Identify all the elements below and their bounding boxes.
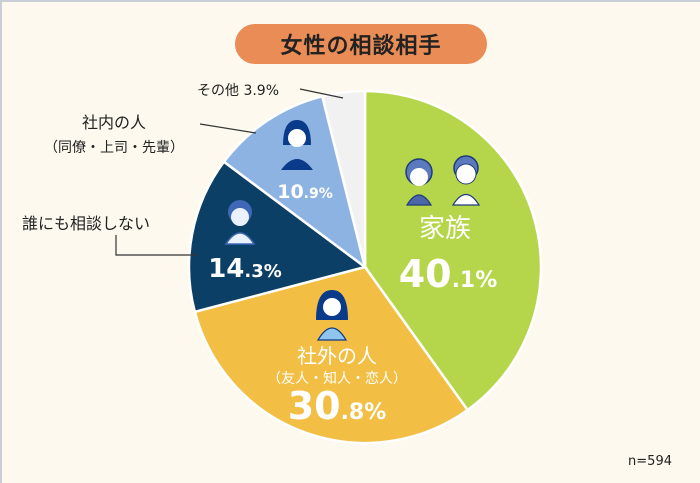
- leader-none: [115, 235, 198, 256]
- leader-other: [299, 88, 344, 99]
- inside-sub: （同僚・上司・先輩）: [44, 140, 184, 156]
- inside-value-int: 10: [277, 181, 304, 203]
- label-none: 誰にも相談しない: [22, 214, 151, 233]
- outside-name: 社外の人: [297, 344, 377, 368]
- none-value-dec: .3%: [244, 261, 282, 282]
- leader-inside: [199, 123, 257, 134]
- inside-person-icon: [281, 120, 313, 170]
- label-outside: 社外の人 （友人・知人・恋人） 30.8%: [262, 340, 412, 428]
- value-family: 40.1%: [388, 252, 508, 296]
- family-name: 家族: [418, 214, 471, 244]
- sample-size: n=594: [628, 454, 672, 469]
- outside-person-icon: [316, 290, 348, 341]
- none-person-icon: [224, 200, 256, 245]
- label-family: 家族: [405, 208, 485, 245]
- outside-sub: （友人・知人・恋人）: [267, 371, 407, 387]
- value-none: 14.3%: [200, 254, 290, 284]
- label-other: その他 3.9%: [197, 83, 280, 99]
- pie-slice-none: [187, 160, 368, 314]
- inside-name: 社内の人: [81, 113, 146, 132]
- outside-value-dec: .8%: [340, 400, 387, 425]
- family-icon: [405, 155, 481, 206]
- label-inside: 社内の人 （同僚・上司・先輩）: [24, 109, 204, 157]
- chart-title: 女性の相談相手: [235, 24, 487, 64]
- outside-value-int: 30: [287, 384, 341, 428]
- family-value-dec: .1%: [451, 268, 498, 293]
- value-inside: 10.9%: [270, 181, 340, 203]
- pie-slice-outside: [193, 265, 470, 445]
- family-value-int: 40: [398, 252, 452, 296]
- pie-slice-other: [320, 89, 367, 268]
- outside-value: 30.8%: [262, 384, 412, 428]
- pie-slice-inside: [222, 94, 368, 271]
- none-value-int: 14: [208, 254, 245, 284]
- inside-value-dec: .9%: [303, 186, 333, 202]
